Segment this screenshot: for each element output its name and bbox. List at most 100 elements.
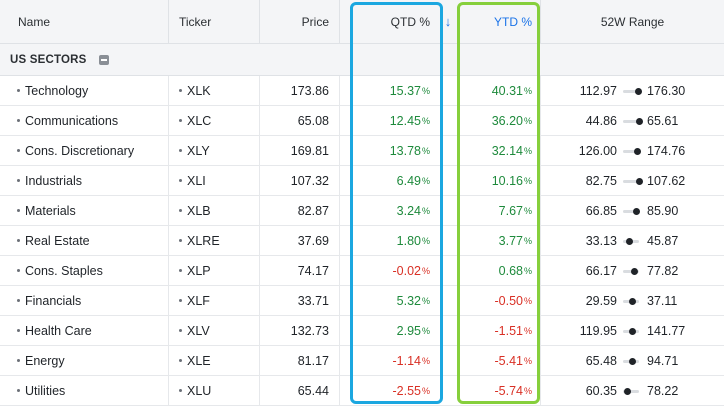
table-row[interactable]: Materials XLB 82.87 3.24% 7.67% 66.85 85.90 [0,196,724,226]
ytd-value: 40.31 [491,83,523,98]
range-cell: 66.85 85.90 [540,196,724,225]
sector-name[interactable]: Communications [0,106,168,135]
sector-name[interactable]: Energy [0,346,168,375]
sector-name[interactable]: Industrials [0,166,168,195]
sort-descending-icon[interactable]: ↓ [438,0,458,43]
ticker-cell[interactable]: XLC [168,106,259,135]
ticker-cell[interactable]: XLB [168,196,259,225]
sector-name[interactable]: Cons. Staples [0,256,168,285]
percent-sign: % [523,205,532,216]
sector-name-text: Financials [25,293,82,308]
sector-name[interactable]: Utilities [0,376,168,405]
ytd-cell: 36.20% [458,106,540,135]
sector-name-text: Cons. Discretionary [25,143,135,158]
ticker-cell[interactable]: XLV [168,316,259,345]
range-low: 60.35 [585,383,617,398]
range-high: 176.30 [647,83,686,98]
price-cell: 132.73 [259,316,339,345]
sector-name[interactable]: Cons. Discretionary [0,136,168,165]
price-cell: 33.71 [259,286,339,315]
table-row[interactable]: Industrials XLI 107.32 6.49% 10.16% 82.75 107.… [0,166,724,196]
ticker-cell[interactable]: XLRE [168,226,259,255]
percent-sign: % [421,85,430,96]
ticker-cell[interactable]: XLP [168,256,259,285]
column-header-qtd[interactable]: QTD % [339,0,438,43]
ticker-cell[interactable]: XLF [168,286,259,315]
sector-name[interactable]: Health Care [0,316,168,345]
range-low: 65.48 [585,353,617,368]
price-cell: 37.69 [259,226,339,255]
column-header-52w-range[interactable]: 52W Range [540,0,724,43]
bullet-icon [17,299,20,302]
sector-name[interactable]: Financials [0,286,168,315]
ticker-cell[interactable]: XLY [168,136,259,165]
ytd-value: -1.51 [494,323,523,338]
table-row[interactable]: Energy XLE 81.17 -1.14% -5.41% 65.48 94.71 [0,346,724,376]
bullet-icon [179,359,182,362]
ytd-cell: 40.31% [458,76,540,105]
sector-name[interactable]: Materials [0,196,168,225]
range-low: 33.13 [585,233,617,248]
sort-arrow-glyph: ↓ [444,14,452,29]
ticker-cell[interactable]: XLE [168,346,259,375]
ytd-cell: 32.14% [458,136,540,165]
qtd-cell: 15.37% [339,76,438,105]
sector-name[interactable]: Technology [0,76,168,105]
range-track [623,178,643,185]
section-title: US SECTORS [10,54,87,66]
ticker-text: XLP [187,263,211,278]
table-row[interactable]: Technology XLK 173.86 15.37% 40.31% 112.97 176… [0,76,724,106]
table-row[interactable]: Cons. Staples XLP 74.17 -0.02% 0.68% 66.17 77.… [0,256,724,286]
column-header-name[interactable]: Name [18,14,51,29]
range-cell: 33.13 45.87 [540,226,724,255]
ticker-text: XLK [187,83,211,98]
sector-name-text: Cons. Staples [25,263,103,278]
sector-name-text: Real Estate [25,233,90,248]
ticker-cell[interactable]: XLU [168,376,259,405]
ytd-value: -5.74 [494,383,523,398]
range-cell: 119.95 141.77 [540,316,724,345]
range-high: 85.90 [647,203,679,218]
range-high: 37.11 [647,293,678,308]
percent-sign: % [421,325,430,336]
ticker-cell[interactable]: XLI [168,166,259,195]
range-high: 65.61 [647,113,679,128]
bullet-icon [179,299,182,302]
price-cell: 65.44 [259,376,339,405]
qtd-cell: 13.78% [339,136,438,165]
column-header-ticker[interactable]: Ticker [168,0,259,43]
bullet-icon [179,209,182,212]
column-header-price[interactable]: Price [259,0,339,43]
percent-sign: % [523,175,532,186]
table-row[interactable]: Communications XLC 65.08 12.45% 36.20% 44.86 6… [0,106,724,136]
price-cell: 82.87 [259,196,339,225]
percent-sign: % [523,295,532,306]
table-row[interactable]: Health Care XLV 132.73 2.95% -1.51% 119.95 141… [0,316,724,346]
ticker-cell[interactable]: XLK [168,76,259,105]
range-track [623,388,639,395]
table-row[interactable]: Real Estate XLRE 37.69 1.80% 3.77% 33.13 45.87 [0,226,724,256]
ytd-cell: -0.50% [458,286,540,315]
table-row[interactable]: Utilities XLU 65.44 -2.55% -5.74% 60.35 78.22 [0,376,724,406]
qtd-cell: -0.02% [339,256,438,285]
range-position-dot [625,238,633,245]
table-row[interactable]: Cons. Discretionary XLY 169.81 13.78% 32.14%… [0,136,724,166]
ticker-text: XLY [187,143,210,158]
bullet-icon [179,389,182,392]
sector-name-text: Utilities [25,383,66,398]
section-label: US SECTORS [10,44,109,76]
bullet-icon [179,89,182,92]
section-header-us-sectors: US SECTORS [0,44,724,76]
sector-name[interactable]: Real Estate [0,226,168,255]
column-header-ytd[interactable]: YTD % [493,14,532,29]
ticker-text: XLV [187,323,210,338]
range-low: 112.97 [579,83,617,98]
collapse-minus-icon[interactable] [98,55,109,65]
percent-sign: % [421,265,430,276]
qtd-value: -0.02 [392,263,421,278]
range-low: 82.75 [585,173,617,188]
table-row[interactable]: Financials XLF 33.71 5.32% -0.50% 29.59 37.11 [0,286,724,316]
percent-sign: % [523,385,532,396]
qtd-value: 12.45 [389,113,421,128]
ytd-cell: -5.41% [458,346,540,375]
